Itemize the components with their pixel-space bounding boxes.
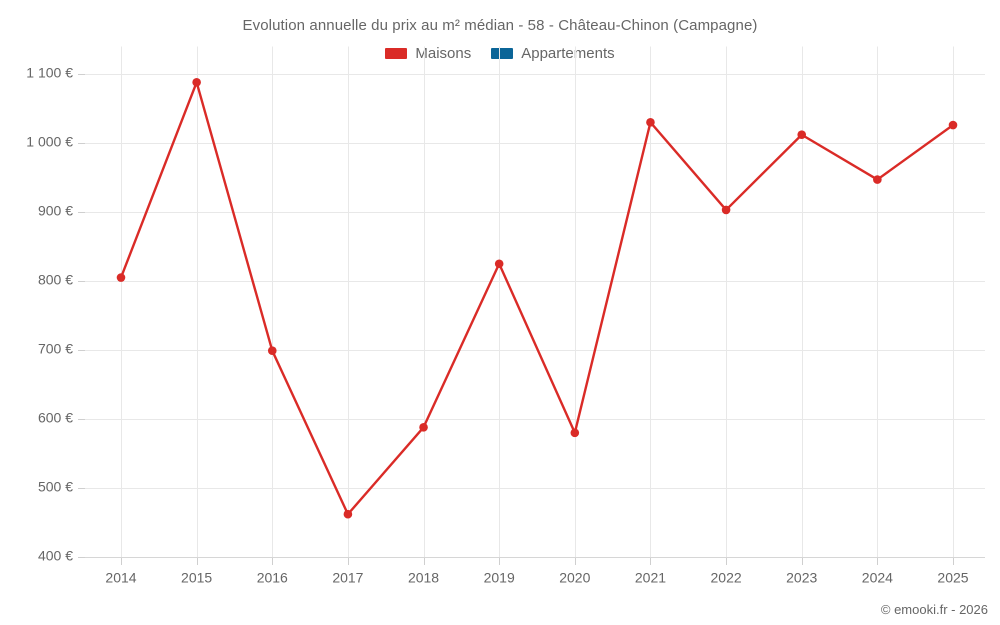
data-point[interactable] bbox=[873, 175, 882, 184]
data-point[interactable] bbox=[646, 118, 655, 127]
x-tick-label: 2020 bbox=[559, 569, 590, 585]
series-line-maisons bbox=[119, 81, 955, 516]
y-tick-label: 900 € bbox=[38, 203, 73, 219]
data-point[interactable] bbox=[116, 273, 126, 282]
legend-swatch-appartements bbox=[491, 48, 514, 59]
data-point[interactable] bbox=[192, 77, 201, 87]
x-tick-label: 2022 bbox=[711, 569, 742, 585]
gridlines bbox=[85, 46, 985, 558]
data-series bbox=[116, 77, 958, 519]
legend-swatch-maisons bbox=[385, 48, 408, 59]
y-tick-label: 700 € bbox=[38, 341, 73, 357]
data-point[interactable] bbox=[570, 428, 580, 438]
x-tick-label: 2019 bbox=[484, 569, 515, 585]
legend-item-maisons[interactable]: Maisons bbox=[385, 45, 471, 62]
data-point[interactable] bbox=[267, 346, 277, 355]
y-tick-label: 1 100 € bbox=[26, 65, 73, 81]
y-tick-label: 500 € bbox=[38, 479, 73, 495]
data-point[interactable] bbox=[948, 120, 958, 130]
legend-item-appartements[interactable]: Appartements bbox=[491, 45, 615, 62]
y-axis-tick-labels: 400 € 500 € 600 € 700 € 800 € 900 € 1 000 € 1 1… bbox=[26, 65, 73, 564]
x-tick-label: 2016 bbox=[257, 569, 288, 585]
x-axis-tick-labels: 2014 2015 2016 2017 2018 2019 2020 2021 2022 2023… bbox=[105, 569, 968, 585]
y-tick-label: 800 € bbox=[38, 272, 73, 288]
x-tick-label: 2024 bbox=[862, 569, 893, 585]
x-tick-label: 2017 bbox=[332, 569, 363, 585]
data-point[interactable] bbox=[419, 422, 428, 432]
axes bbox=[78, 74, 985, 565]
y-tick-label: 1 000 € bbox=[26, 134, 73, 150]
x-tick-label: 2014 bbox=[105, 569, 136, 585]
data-point[interactable] bbox=[494, 259, 504, 269]
data-point[interactable] bbox=[721, 205, 731, 215]
x-tick-label: 2015 bbox=[181, 569, 212, 585]
data-point[interactable] bbox=[343, 509, 353, 519]
y-tick-label: 400 € bbox=[38, 548, 73, 564]
x-tick-label: 2018 bbox=[408, 569, 439, 585]
copyright-credit: © emooki.fr - 2026 bbox=[880, 602, 988, 617]
chart-legend: Maisons Appartements bbox=[0, 45, 1000, 62]
x-tick-label: 2021 bbox=[635, 569, 666, 585]
legend-label-appartements: Appartements bbox=[521, 45, 615, 62]
chart-title: Evolution annuelle du prix au m² médian … bbox=[242, 17, 758, 34]
x-tick-label: 2023 bbox=[786, 569, 817, 585]
x-tick-label: 2025 bbox=[937, 569, 968, 585]
y-tick-label: 600 € bbox=[38, 410, 73, 426]
data-point[interactable] bbox=[797, 130, 807, 140]
legend-label-maisons: Maisons bbox=[415, 45, 472, 62]
